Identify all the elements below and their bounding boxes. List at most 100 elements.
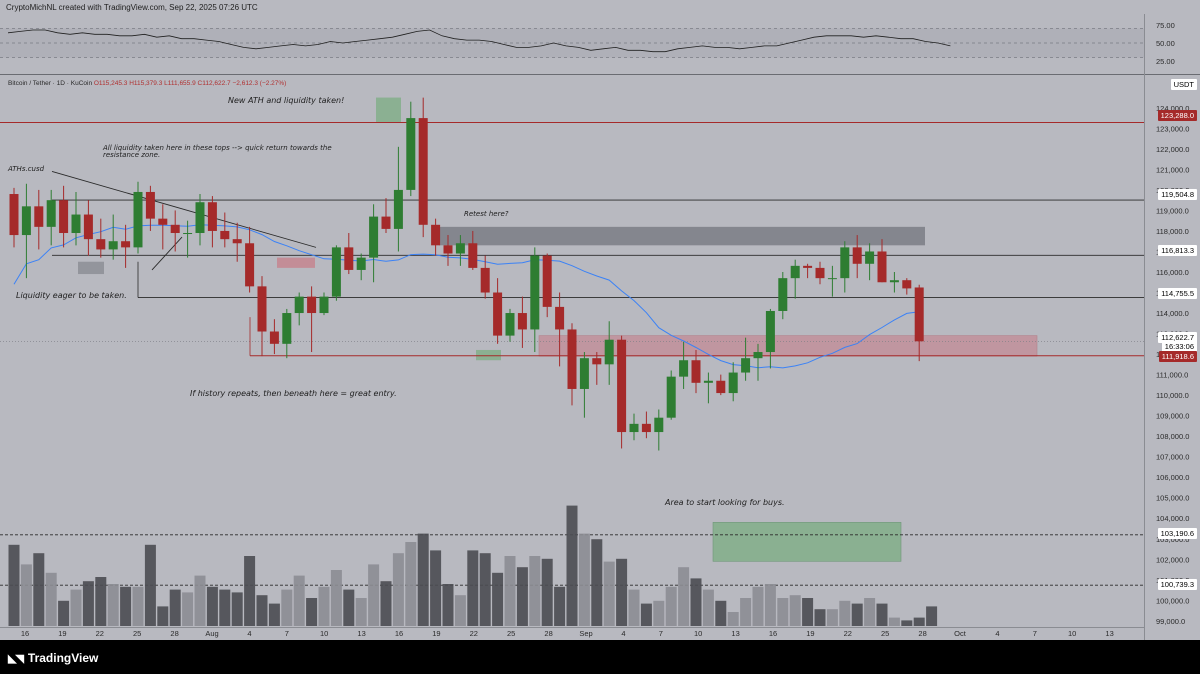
volume-bar <box>913 617 925 626</box>
candle-body <box>356 257 366 270</box>
x-tick-label: 25 <box>133 629 141 638</box>
x-tick-label: 10 <box>694 629 702 638</box>
y-tick-label: 104,000.0 <box>1156 514 1189 523</box>
candle-body <box>790 265 800 279</box>
candle-body <box>468 243 478 268</box>
volume-bar <box>219 589 231 626</box>
x-tick-label: 25 <box>881 629 889 638</box>
ohlc-low: L111,655.9 <box>164 80 196 87</box>
volume-bar <box>306 598 318 626</box>
x-tick-label: 19 <box>58 629 66 638</box>
candle-body <box>716 380 726 394</box>
annotation-retest: Retest here? <box>464 210 509 218</box>
volume-bar <box>653 600 665 626</box>
price-chart[interactable]: 75.0050.0025.0099,000.0100,000.0101,000.… <box>0 0 1200 640</box>
candle-body <box>406 118 416 190</box>
candle-body <box>393 189 403 229</box>
volume-bar <box>293 575 305 626</box>
volume-bar <box>628 589 640 626</box>
volume-bar <box>157 606 169 626</box>
x-tick-label: 19 <box>432 629 440 638</box>
x-tick-label: 22 <box>844 629 852 638</box>
volume-bar <box>876 603 888 626</box>
resistance-zone <box>439 226 925 246</box>
volume-bar <box>8 544 20 626</box>
volume-bar <box>107 584 119 626</box>
candle-body <box>542 255 552 307</box>
candle-body <box>59 200 69 234</box>
price-axis-unit[interactable]: USDT <box>1170 79 1197 90</box>
volume-bar <box>554 586 566 626</box>
candle-body <box>902 280 912 289</box>
x-tick-label: 16 <box>769 629 777 638</box>
volume-bar <box>132 586 144 626</box>
candle-body <box>567 329 577 389</box>
moving-average-line <box>13 224 920 369</box>
candle-body <box>914 287 924 342</box>
x-tick-label: 13 <box>1105 629 1113 638</box>
x-tick-label: 16 <box>21 629 29 638</box>
rsi-line <box>7 29 951 53</box>
candle-body <box>9 194 19 236</box>
liquidity-highlight <box>277 257 315 268</box>
candle-body <box>617 339 627 433</box>
volume-bar <box>516 567 528 626</box>
candle-body <box>765 310 775 353</box>
candle-body <box>517 313 527 330</box>
candle-body <box>579 358 589 389</box>
y-tick-label: 122,000.0 <box>1156 145 1189 154</box>
y-tick-label: 119,000.0 <box>1156 206 1189 215</box>
tradingview-logo[interactable]: ◣◥ TradingView <box>8 651 98 665</box>
header-credit: CryptoMichNL created with TradingView.co… <box>6 3 258 12</box>
price-label-100739: 100,739.3 <box>1157 579 1197 590</box>
candle-body <box>679 360 689 377</box>
y-tick-label: 124,000.0 <box>1156 104 1189 113</box>
volume-bar <box>702 589 714 626</box>
x-tick-label: 22 <box>96 629 104 638</box>
price-label-current: 112,622.7 <box>1158 332 1197 343</box>
y-tick-label: 106,000.0 <box>1156 473 1189 482</box>
volume-bar <box>82 581 94 626</box>
annotation-liquidity-eager: Liquidity eager to be taken. <box>16 291 127 300</box>
x-tick-label: 10 <box>1068 629 1076 638</box>
y-tick-label: 100,000.0 <box>1156 596 1189 605</box>
liquidity-highlight <box>476 349 501 361</box>
candle-body <box>183 233 193 235</box>
candle-body <box>96 239 106 250</box>
volume-bar <box>231 592 243 626</box>
y-tick-label: 118,000.0 <box>1156 227 1189 236</box>
volume-bar <box>578 533 590 626</box>
x-tick-label: 10 <box>320 629 328 638</box>
candle-body <box>666 376 676 418</box>
candle-body <box>629 423 639 433</box>
candle-body <box>654 417 664 433</box>
ath-highlight <box>376 97 401 123</box>
volume-bar <box>752 586 764 626</box>
annotation-history: If history repeats, then beneath here = … <box>190 389 397 398</box>
candle-body <box>803 265 813 268</box>
symbol-pair[interactable]: Bitcoin / Tether · 1D · KuCoin <box>8 80 93 87</box>
volume-bar <box>479 553 491 626</box>
footer-bar <box>0 640 1200 674</box>
candle-body <box>269 331 279 344</box>
candle-body <box>282 313 292 344</box>
rsi-tick-label: 50.00 <box>1156 39 1175 48</box>
y-tick-label: 110,000.0 <box>1156 391 1189 400</box>
x-tick-label: 13 <box>731 629 739 638</box>
volume-bar <box>529 556 541 626</box>
candle-body <box>232 239 242 244</box>
candle-body <box>728 372 738 394</box>
x-tick-label: 4 <box>247 629 251 638</box>
ohlc-open: O115,245.3 <box>93 80 128 87</box>
x-tick-label: 16 <box>395 629 403 638</box>
candle-body <box>121 241 131 248</box>
candle-body <box>158 218 168 225</box>
x-tick-label: 28 <box>544 629 552 638</box>
y-tick-label: 107,000.0 <box>1156 453 1189 462</box>
candle-body <box>71 214 81 234</box>
candle-body <box>331 247 341 297</box>
x-tick-label: 4 <box>621 629 625 638</box>
brand-name: TradingView <box>27 651 99 665</box>
candle-body <box>455 243 465 254</box>
price-label-114755: 114,755.5 <box>1158 288 1197 299</box>
